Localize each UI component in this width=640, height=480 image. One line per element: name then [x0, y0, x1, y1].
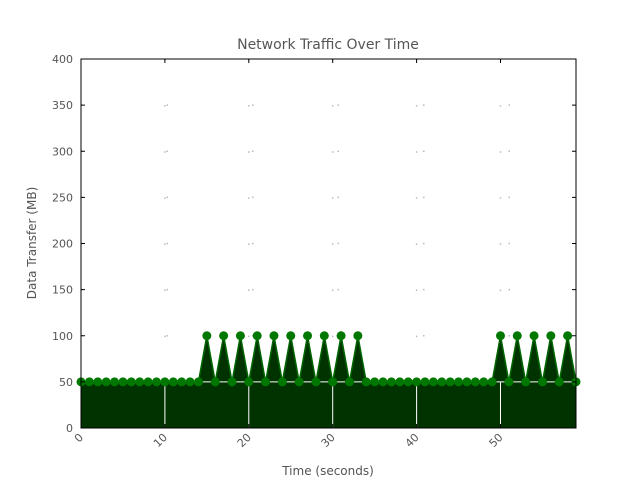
data-point	[563, 331, 573, 341]
data-point	[286, 331, 296, 341]
data-point	[244, 377, 254, 387]
data-point	[294, 377, 304, 387]
data-point	[101, 377, 111, 387]
plot-area	[76, 331, 581, 428]
data-point	[521, 377, 531, 387]
x-tick-label: 50	[487, 431, 506, 450]
y-tick-label: 50	[59, 376, 73, 389]
data-point	[353, 331, 363, 341]
y-axis: 0 50 100 150 200 250 300 350 400	[52, 53, 576, 435]
chart-title: Network Traffic Over Time	[237, 37, 419, 53]
x-tick-label: 0	[72, 431, 86, 445]
data-point	[428, 377, 438, 387]
data-point	[110, 377, 120, 387]
data-point	[537, 377, 547, 387]
data-point	[420, 377, 430, 387]
data-point	[319, 331, 329, 341]
data-point	[470, 377, 480, 387]
data-point	[395, 377, 405, 387]
y-tick-label: 150	[52, 284, 73, 297]
data-point	[370, 377, 380, 387]
data-point	[277, 377, 287, 387]
data-point	[546, 331, 556, 341]
data-point	[303, 331, 313, 341]
y-tick-label: 200	[52, 238, 73, 251]
data-point	[454, 377, 464, 387]
data-point	[386, 377, 396, 387]
data-point	[504, 377, 514, 387]
y-tick-label: 0	[66, 422, 73, 435]
data-point	[512, 331, 522, 341]
data-point	[462, 377, 472, 387]
data-point	[168, 377, 178, 387]
y-tick-label: 350	[52, 99, 73, 112]
data-point	[252, 331, 262, 341]
data-point	[185, 377, 195, 387]
data-point	[412, 377, 422, 387]
data-point	[160, 377, 170, 387]
y-tick-label: 300	[52, 145, 73, 158]
data-point	[336, 331, 346, 341]
data-point	[93, 377, 103, 387]
data-point	[378, 377, 388, 387]
data-point	[126, 377, 136, 387]
data-point	[361, 377, 371, 387]
data-point	[118, 377, 128, 387]
data-point	[311, 377, 321, 387]
data-point	[227, 377, 237, 387]
x-tick-label: 30	[319, 431, 338, 450]
data-point	[487, 377, 497, 387]
data-point	[235, 331, 245, 341]
data-point	[143, 377, 153, 387]
data-point	[177, 377, 187, 387]
data-point	[495, 331, 505, 341]
data-point	[219, 331, 229, 341]
y-tick-label: 100	[52, 330, 73, 343]
data-point	[344, 377, 354, 387]
data-point	[193, 377, 203, 387]
y-tick-label: 250	[52, 191, 73, 204]
data-point	[84, 377, 94, 387]
data-point	[135, 377, 145, 387]
grid	[81, 59, 576, 428]
y-tick-label: 400	[52, 53, 73, 66]
y-axis-label: Data Transfer (MB)	[25, 187, 39, 299]
data-point	[261, 377, 271, 387]
x-axis-label: Time (seconds)	[281, 464, 374, 478]
data-point	[269, 331, 279, 341]
x-tick-label: 40	[403, 431, 422, 450]
x-tick-label: 20	[235, 431, 254, 450]
data-point	[554, 377, 564, 387]
data-point	[529, 331, 539, 341]
data-point	[437, 377, 447, 387]
data-point	[403, 377, 413, 387]
data-point	[445, 377, 455, 387]
x-tick-label: 10	[151, 431, 170, 450]
data-point	[479, 377, 489, 387]
data-point	[202, 331, 212, 341]
data-point	[328, 377, 338, 387]
data-point	[152, 377, 162, 387]
data-point	[210, 377, 220, 387]
